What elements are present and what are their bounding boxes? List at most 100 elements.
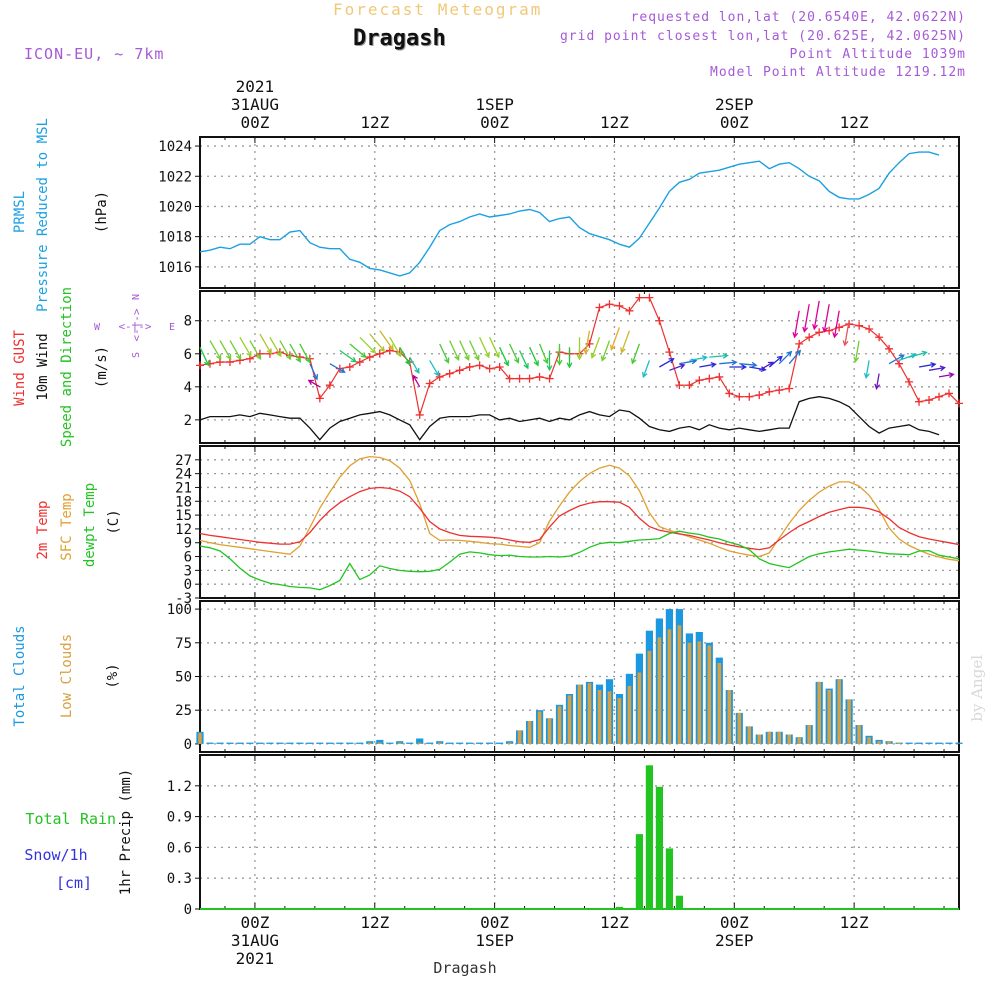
wind-arrow <box>399 346 411 366</box>
temperature-ytick-label: 21 <box>175 480 192 496</box>
gust-marker <box>196 361 204 370</box>
low-clouds-bar <box>797 737 801 744</box>
gust-marker <box>635 293 644 302</box>
total-clouds-bar <box>955 742 963 744</box>
wind-panel: 2 4 6 8 <box>184 290 960 444</box>
low-clouds-bar <box>767 731 772 744</box>
gust-marker <box>475 361 484 370</box>
wind-arrow <box>379 330 394 351</box>
wind-arrow <box>349 343 367 358</box>
wind-arrow <box>863 360 870 380</box>
time-label-bottom: 12Z <box>600 913 629 932</box>
wind-arrow <box>778 350 793 365</box>
wind-arrow <box>898 352 917 362</box>
wind-arrow <box>359 336 377 354</box>
wind-arrow <box>659 358 675 368</box>
low-clouds-bar <box>657 637 662 744</box>
wind-arrow <box>529 346 539 367</box>
requested-coords: requested lon,lat (20.6540E, 42.0622N) <box>630 10 966 25</box>
gust-marker <box>325 381 334 390</box>
gust-marker <box>435 372 444 381</box>
gust-marker <box>715 372 724 381</box>
wind-arrow <box>689 355 709 362</box>
wind-arrow <box>888 354 905 365</box>
gust-marker <box>515 374 524 383</box>
low-clouds-bar <box>677 625 682 744</box>
total-clouds-bar <box>266 742 274 744</box>
gust-marker <box>665 348 674 357</box>
wind-arrow <box>339 349 357 363</box>
pressure-ytick-label: 1020 <box>158 199 192 215</box>
total-clouds-bar <box>396 741 404 744</box>
snow-unit: [cm] <box>56 874 92 892</box>
wind-arrow <box>469 340 480 362</box>
wind-arrow <box>918 361 937 368</box>
model-label: ICON-EU, ~ 7km <box>24 45 165 63</box>
sfc-temp-line <box>199 455 960 562</box>
gust-marker <box>525 374 534 383</box>
gust-marker <box>905 377 914 386</box>
wind-arrow <box>479 337 490 359</box>
low-clouds-bar <box>747 726 752 744</box>
temperature-ytick-label: 3 <box>184 563 192 579</box>
wind-ytick-label: 4 <box>184 380 192 396</box>
total-clouds-bar <box>206 742 214 744</box>
gust-marker <box>795 339 804 348</box>
low-clouds-bar <box>577 684 582 744</box>
total-clouds-bar <box>436 741 444 744</box>
clouds-ytick-label: 100 <box>167 602 192 618</box>
total-clouds-bar <box>416 738 424 744</box>
gust-marker <box>785 384 794 393</box>
clouds-ytick-label: 25 <box>175 703 192 719</box>
wind-arrow <box>812 300 820 331</box>
wind-arrow <box>329 363 346 373</box>
point-altitude: Point Altitude 1039m <box>789 47 966 62</box>
wind-arrow <box>489 337 500 359</box>
wind-arrow <box>641 360 651 379</box>
time-label-top: 2SEP <box>715 95 754 114</box>
wind-arrow <box>928 365 946 372</box>
temp-2m-label: 2m Temp <box>35 500 51 559</box>
temperature-ytick-label: 9 <box>184 536 192 552</box>
total-clouds-bar <box>226 742 234 744</box>
time-label-bottom: 12Z <box>840 913 869 932</box>
precip-ytick-label: 0.6 <box>167 840 192 856</box>
compass-horizontal: <-|-> <box>118 320 151 333</box>
total-clouds-bar <box>925 742 933 744</box>
snow-label: Snow/1h <box>24 846 87 864</box>
total-clouds-bar <box>236 742 244 744</box>
pressure-panel: 1016 1018 1020 1022 1024 <box>158 136 960 289</box>
pressure-ytick-label: 1016 <box>158 260 192 276</box>
gust-marker <box>625 306 634 315</box>
wind-ytick-label: 2 <box>184 413 192 429</box>
low-clouds-bar <box>368 742 372 744</box>
wind-arrow <box>792 310 800 339</box>
low-clouds-bar <box>757 734 762 744</box>
wind-arrow <box>546 350 553 372</box>
wind-ytick-label: 6 <box>184 347 192 363</box>
total-clouds-bar <box>905 742 913 744</box>
gust-marker <box>595 303 604 312</box>
precip-ytick-label: 0.9 <box>167 810 192 826</box>
low-clouds-bar <box>627 685 632 744</box>
precip-ytick-label: 1.2 <box>167 779 192 795</box>
rain-bar <box>635 834 643 909</box>
low-clouds-label: Low Clouds <box>59 634 75 718</box>
wind-arrow <box>908 350 928 358</box>
gust-marker <box>215 358 224 367</box>
low-clouds-bar <box>707 645 712 744</box>
compass-s: S <box>131 352 142 358</box>
wind-arrow <box>412 374 421 388</box>
total-clouds-bar <box>376 739 384 744</box>
rain-bar <box>665 848 673 909</box>
temperature-ytick-label: 6 <box>184 550 192 566</box>
pressure-ytick-label: 1024 <box>158 139 192 155</box>
wind-arrow <box>788 349 802 365</box>
compass-e: E <box>169 322 175 333</box>
total-rain-label-total: Total <box>25 810 70 828</box>
total-clouds-bar <box>316 742 324 744</box>
gust-marker <box>505 374 514 383</box>
gust-marker <box>725 389 734 398</box>
gust-marker <box>645 293 654 302</box>
time-label-top: 2021 <box>236 77 275 96</box>
